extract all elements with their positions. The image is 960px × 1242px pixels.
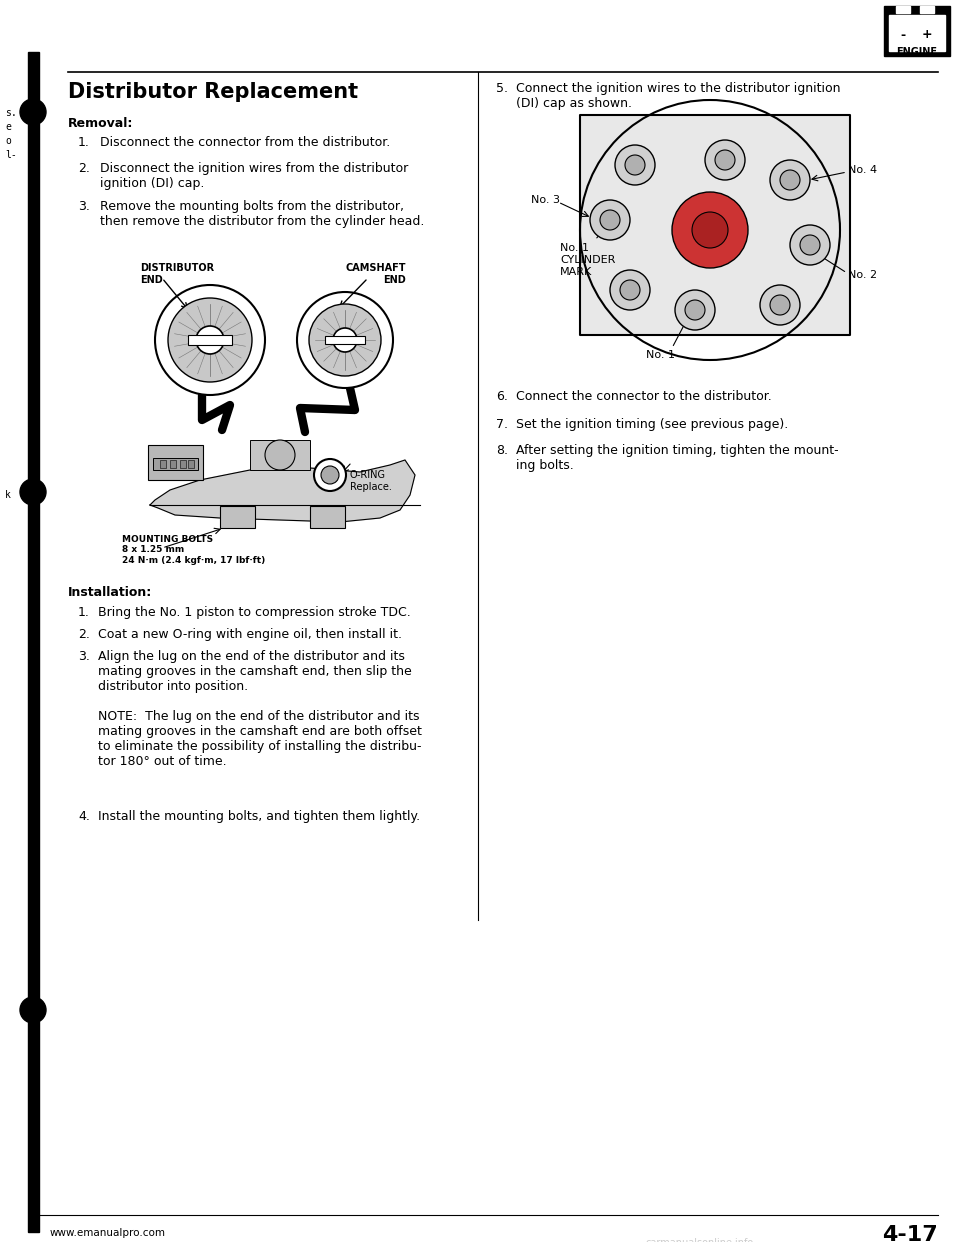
- Circle shape: [610, 270, 650, 310]
- Text: s.
e
o
l-: s. e o l-: [5, 108, 16, 160]
- Bar: [884, 6, 950, 56]
- Circle shape: [770, 160, 810, 200]
- Bar: [160, 460, 166, 468]
- Text: CAMSHAFT
END: CAMSHAFT END: [345, 263, 405, 284]
- Text: 3.: 3.: [78, 200, 90, 212]
- Text: Connect the connector to the distributor.: Connect the connector to the distributor…: [516, 390, 772, 402]
- Text: +: +: [922, 29, 932, 41]
- Circle shape: [297, 292, 393, 388]
- Bar: [310, 505, 345, 528]
- Bar: [889, 15, 945, 51]
- Circle shape: [615, 145, 655, 185]
- Bar: [920, 6, 934, 12]
- Text: 2.: 2.: [78, 161, 90, 175]
- Circle shape: [333, 328, 357, 351]
- Text: carmanualsonline.info: carmanualsonline.info: [646, 1238, 755, 1242]
- Text: 3.: 3.: [78, 650, 90, 663]
- Text: -: -: [900, 29, 905, 41]
- Bar: [250, 440, 310, 469]
- Text: 1.: 1.: [78, 137, 90, 149]
- Bar: [28, 52, 39, 1232]
- Circle shape: [620, 279, 640, 301]
- Text: Distributor Replacement: Distributor Replacement: [68, 82, 358, 102]
- Text: 5.: 5.: [496, 82, 508, 94]
- Bar: [580, 116, 850, 335]
- Text: 1.: 1.: [78, 606, 90, 619]
- Text: No. 1
CYLINDER
MARK: No. 1 CYLINDER MARK: [560, 243, 615, 277]
- Circle shape: [625, 155, 645, 175]
- Text: Coat a new O-ring with engine oil, then install it.: Coat a new O-ring with engine oil, then …: [98, 628, 402, 641]
- Circle shape: [20, 99, 46, 125]
- Circle shape: [790, 225, 830, 265]
- Text: Install the mounting bolts, and tighten them lightly.: Install the mounting bolts, and tighten …: [98, 810, 420, 823]
- Text: www.emanualpro.com: www.emanualpro.com: [50, 1228, 166, 1238]
- Text: 2.: 2.: [78, 628, 90, 641]
- Text: 4-17: 4-17: [882, 1225, 938, 1242]
- Bar: [220, 505, 255, 528]
- Bar: [188, 460, 194, 468]
- Circle shape: [321, 466, 339, 484]
- Bar: [153, 458, 198, 469]
- Circle shape: [168, 298, 252, 383]
- Text: Disconnect the ignition wires from the distributor
ignition (DI) cap.: Disconnect the ignition wires from the d…: [100, 161, 408, 190]
- Circle shape: [155, 284, 265, 395]
- Text: 7.: 7.: [496, 419, 508, 431]
- Circle shape: [780, 170, 800, 190]
- Text: No. 4: No. 4: [848, 165, 877, 175]
- Circle shape: [314, 460, 346, 491]
- Circle shape: [675, 289, 715, 330]
- Text: k: k: [5, 491, 11, 501]
- Text: No. 1: No. 1: [645, 350, 675, 360]
- Circle shape: [20, 997, 46, 1023]
- Circle shape: [692, 212, 728, 248]
- Circle shape: [600, 210, 620, 230]
- Bar: [148, 445, 203, 479]
- Circle shape: [196, 325, 224, 354]
- Text: Installation:: Installation:: [68, 586, 153, 599]
- Text: 6.: 6.: [496, 390, 508, 402]
- Text: Set the ignition timing (see previous page).: Set the ignition timing (see previous pa…: [516, 419, 788, 431]
- Bar: [896, 6, 910, 12]
- Circle shape: [685, 301, 705, 320]
- Polygon shape: [150, 460, 415, 522]
- Circle shape: [309, 304, 381, 376]
- Text: ENGINE: ENGINE: [897, 47, 938, 57]
- Text: No. 3: No. 3: [531, 195, 560, 205]
- Circle shape: [715, 150, 735, 170]
- Text: O-RING
Replace.: O-RING Replace.: [350, 469, 392, 492]
- Circle shape: [590, 200, 630, 240]
- Bar: [188, 335, 232, 345]
- Text: Align the lug on the end of the distributor and its
mating grooves in the camsha: Align the lug on the end of the distribu…: [98, 650, 421, 768]
- Text: Connect the ignition wires to the distributor ignition
(DI) cap as shown.: Connect the ignition wires to the distri…: [516, 82, 841, 111]
- Bar: [170, 460, 176, 468]
- Circle shape: [672, 193, 748, 268]
- Bar: [325, 337, 365, 344]
- Text: 4.: 4.: [78, 810, 90, 823]
- Circle shape: [760, 284, 800, 325]
- Circle shape: [265, 440, 295, 469]
- Text: Removal:: Removal:: [68, 117, 133, 130]
- Circle shape: [770, 296, 790, 315]
- Circle shape: [800, 235, 820, 255]
- Circle shape: [705, 140, 745, 180]
- Circle shape: [20, 479, 46, 505]
- Text: After setting the ignition timing, tighten the mount-
ing bolts.: After setting the ignition timing, tight…: [516, 443, 839, 472]
- Text: No. 2: No. 2: [848, 270, 877, 279]
- Text: MOUNTING BOLTS
8 x 1.25 mm
24 N·m (2.4 kgf·m, 17 lbf·ft): MOUNTING BOLTS 8 x 1.25 mm 24 N·m (2.4 k…: [122, 535, 265, 565]
- Text: Bring the No. 1 piston to compression stroke TDC.: Bring the No. 1 piston to compression st…: [98, 606, 411, 619]
- Text: Remove the mounting bolts from the distributor,
then remove the distributor from: Remove the mounting bolts from the distr…: [100, 200, 424, 229]
- Text: 8.: 8.: [496, 443, 508, 457]
- Text: DISTRIBUTOR
END: DISTRIBUTOR END: [140, 263, 214, 284]
- Text: Disconnect the connector from the distributor.: Disconnect the connector from the distri…: [100, 137, 391, 149]
- Bar: [180, 460, 186, 468]
